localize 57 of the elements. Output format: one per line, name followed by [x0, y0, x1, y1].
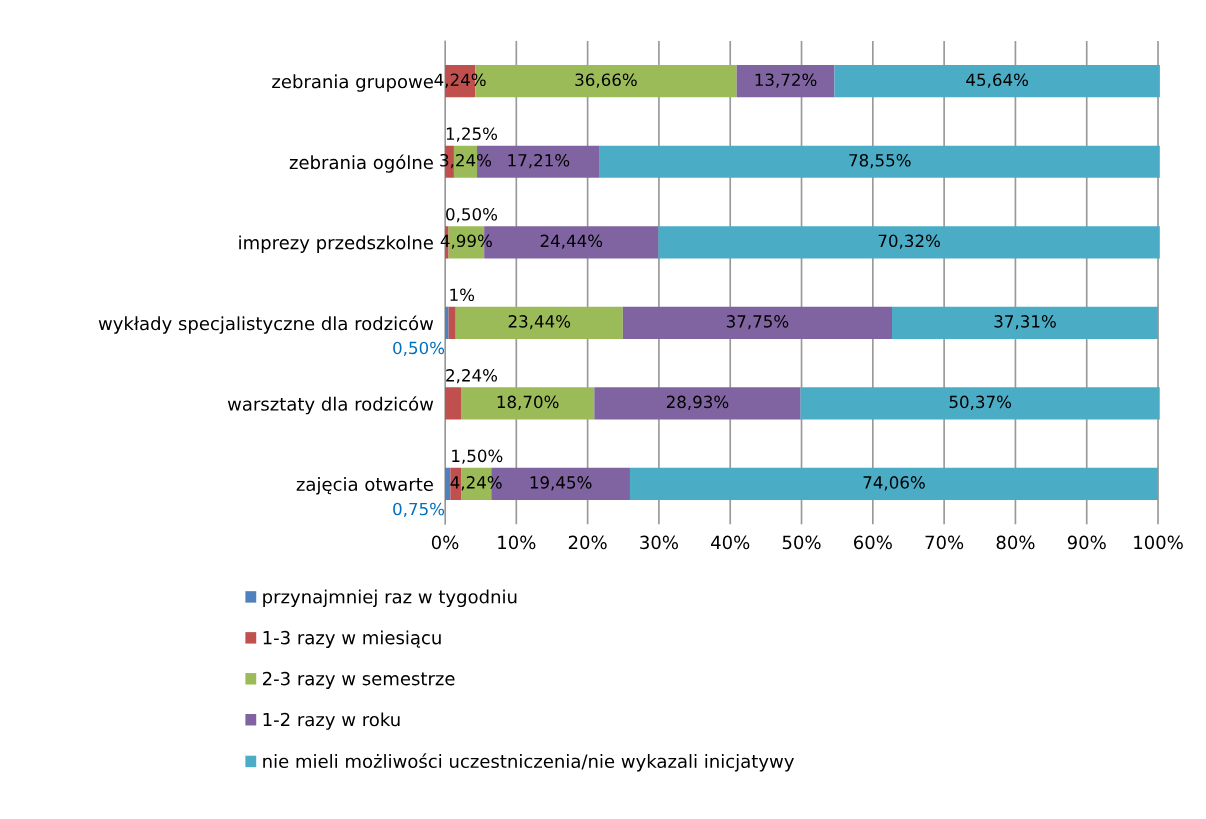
x-tick-label: 80%: [996, 535, 1035, 550]
data-label: 0,50%: [393, 341, 445, 356]
x-tick-label: 40%: [711, 535, 750, 550]
x-tick-label: 10%: [498, 535, 536, 550]
data-label: 74,06%: [863, 476, 925, 491]
data-label: 37,75%: [726, 315, 789, 330]
bar: [599, 145, 1160, 178]
y-tick-label: wykłady specjalistyczne dla rodziców: [98, 315, 434, 334]
data-label: 2,24%: [446, 369, 498, 384]
y-tick-label: warsztaty dla rodziców: [227, 396, 434, 415]
legend-label: przynajmniej raz w tygodniu: [263, 589, 517, 608]
legend-label: 1-3 razy w miesiącu: [263, 630, 441, 648]
bar: [445, 387, 461, 420]
y-tick-label: zebrania ogólne: [289, 154, 433, 173]
x-tick-label: 100%: [1134, 535, 1183, 550]
bar: [460, 387, 595, 420]
data-label: 78,55%: [849, 153, 911, 169]
data-label: 1%: [450, 288, 475, 302]
x-tick-label: 30%: [640, 535, 678, 550]
data-label: 28,93%: [666, 395, 729, 410]
bar: [834, 65, 1160, 98]
legend-label: 2-3 razy w semestrze: [262, 671, 455, 689]
y-tick-label: zajęcia otwarte: [296, 477, 433, 495]
bar: [658, 226, 1160, 259]
y-tick-label: zebrania grupowe: [272, 74, 433, 92]
data-label: 24,44%: [540, 234, 603, 249]
legend-label: nie mieli możliwości uczestniczenia/nie wykazali inicjatywy: [263, 753, 794, 772]
data-label: 37,31%: [994, 315, 1056, 330]
legend-label: 1-2 razy w roku: [263, 712, 400, 730]
x-tick-label: 70%: [925, 535, 964, 550]
data-label: 17,21%: [508, 153, 570, 169]
data-label: 0,50%: [446, 207, 498, 223]
data-label: 1,25%: [446, 127, 498, 142]
data-label: 36,66%: [575, 73, 637, 88]
bar: [622, 306, 893, 339]
data-label: 1,50%: [452, 449, 503, 464]
x-tick-label: 0%: [431, 535, 459, 550]
bar: [736, 65, 835, 98]
x-tick-label: 90%: [1067, 535, 1106, 550]
x-tick-label: 60%: [854, 535, 892, 550]
bar: [594, 387, 801, 420]
bar: [800, 387, 1160, 420]
data-label: 50,37%: [949, 395, 1012, 410]
data-label: 0,75%: [393, 502, 445, 518]
bar: [629, 467, 1159, 500]
bar: [455, 306, 623, 339]
data-label: 18,70%: [497, 395, 559, 410]
x-tick-label: 50%: [782, 535, 821, 550]
data-label: 70,32%: [878, 234, 940, 249]
data-label: 23,44%: [508, 315, 571, 330]
y-tick-label: imprezy przedszkolne: [239, 235, 433, 253]
data-label: 13,72%: [755, 73, 817, 88]
x-tick-label: 20%: [568, 535, 607, 550]
data-label: 45,64%: [966, 73, 1029, 88]
data-label: 19,45%: [530, 476, 592, 491]
bar: [448, 306, 456, 339]
bar: [892, 306, 1159, 339]
